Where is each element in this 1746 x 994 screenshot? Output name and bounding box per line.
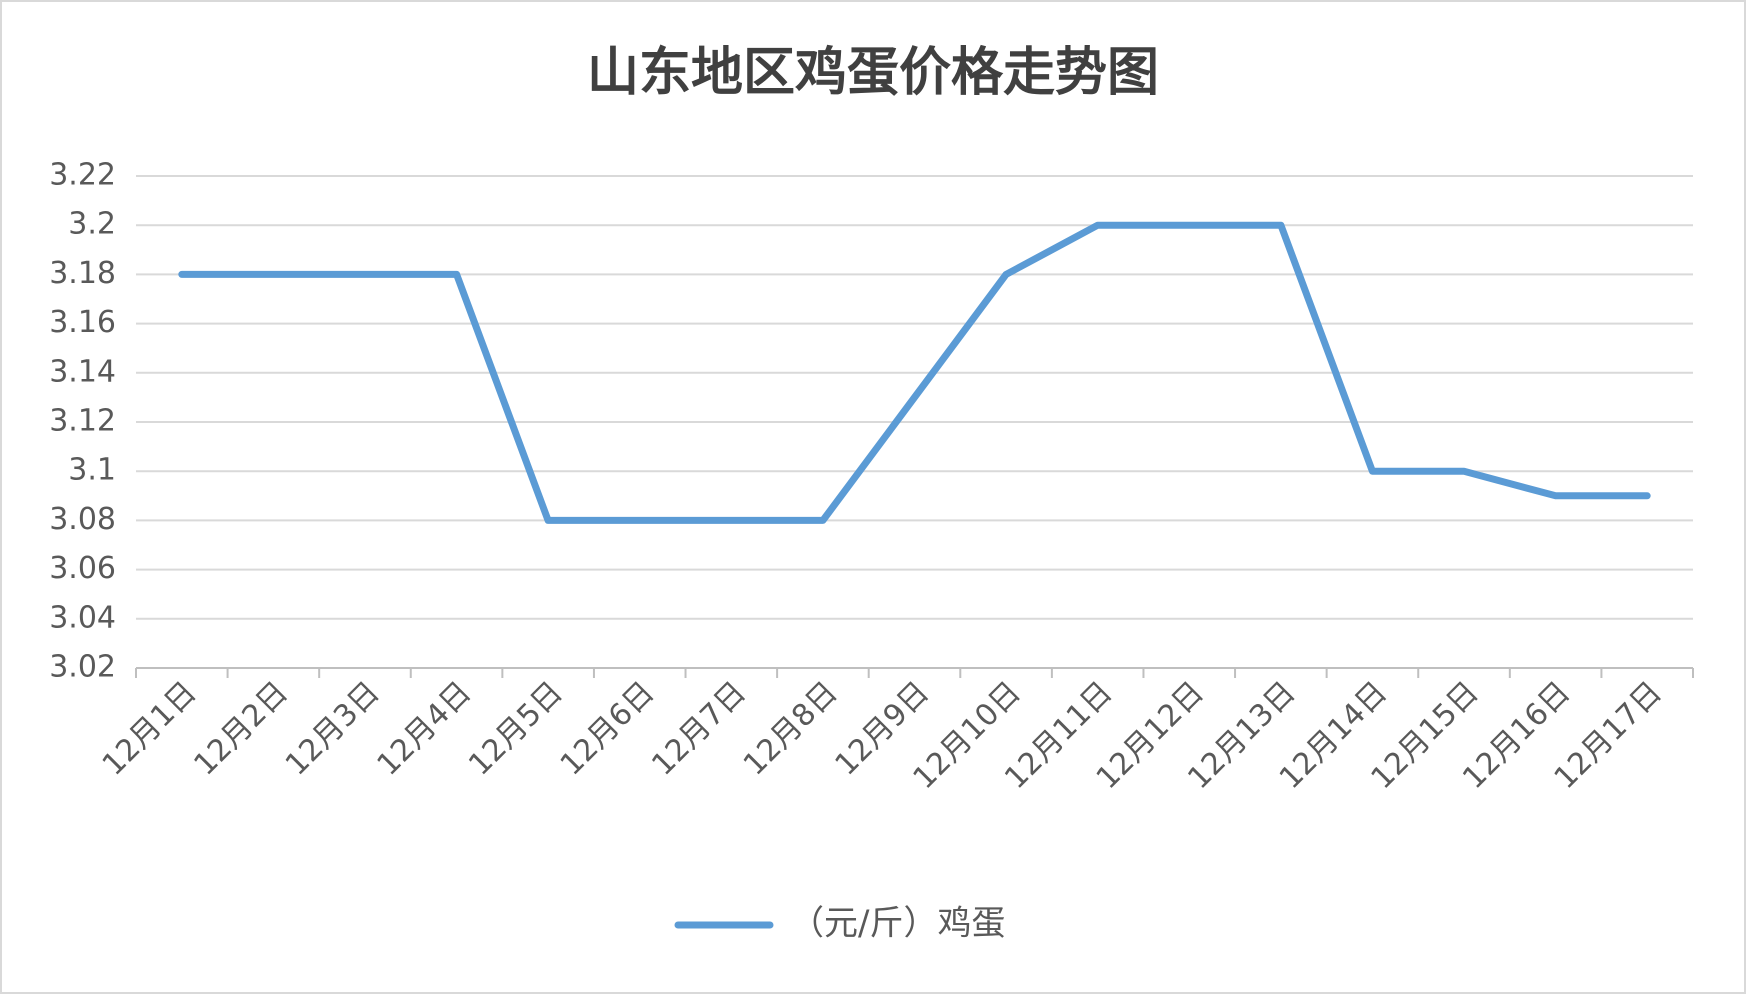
chart-title: 山东地区鸡蛋价格走势图 [587,43,1159,103]
y-tick-label: 3.2 [68,207,116,242]
y-tick-label: 3.08 [49,502,116,537]
y-tick-label: 3.06 [49,551,116,586]
y-tick-label: 3.18 [49,256,116,291]
y-tick-label: 3.12 [49,404,116,439]
y-tick-label: 3.02 [49,650,116,685]
legend-label: （元/斤）鸡蛋 [790,904,1005,944]
y-tick-label: 3.04 [49,600,116,635]
y-tick-label: 3.22 [49,158,116,193]
series-line [178,221,1651,524]
y-tick-label: 3.1 [68,453,116,488]
y-tick-label: 3.14 [49,354,116,389]
y-tick-label: 3.16 [49,305,116,340]
